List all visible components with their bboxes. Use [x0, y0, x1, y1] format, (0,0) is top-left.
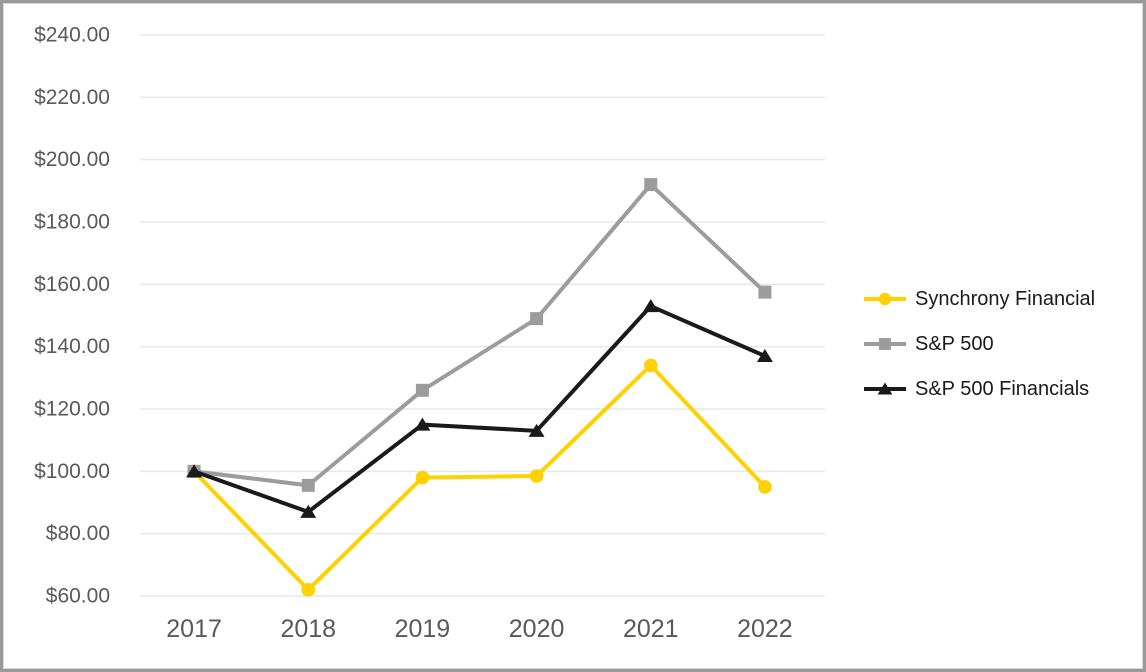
series-synchrony-financial — [187, 358, 772, 597]
series-s-p-500-financials — [186, 299, 773, 518]
series-line-synchrony-financial — [192, 363, 767, 592]
x-tick-label: 2019 — [395, 615, 451, 643]
triangle-marker-icon — [528, 423, 545, 437]
series-s-p-500 — [187, 178, 772, 492]
square-marker-icon — [301, 478, 315, 492]
legend-item-synchrony-financial: Synchrony Financial — [862, 288, 1095, 310]
series-line-s-p-500-financials — [192, 304, 767, 514]
x-tick-label: 2021 — [623, 615, 679, 643]
legend-marker-circle-icon — [864, 292, 906, 306]
y-tick-label: $60.00 — [46, 585, 110, 608]
y-tick-label: $80.00 — [46, 522, 110, 545]
triangle-marker-icon — [300, 504, 317, 518]
y-tick-label: $200.00 — [34, 148, 110, 171]
y-tick-label: $160.00 — [34, 273, 110, 296]
performance-line-chart: $60.00 $80.00 $100.00 $120.00 $140.00 $160.00… — [34, 24, 825, 643]
triangle-marker-icon — [877, 382, 893, 395]
circle-marker-icon — [643, 358, 658, 373]
circle-marker-icon — [301, 582, 316, 597]
y-tick-label: $120.00 — [34, 398, 110, 421]
triangle-marker-icon — [642, 299, 659, 313]
legend-marker-triangle-icon — [864, 382, 906, 395]
square-marker-icon — [758, 285, 772, 299]
legend-item-sp500: S&P 500 — [862, 333, 1095, 355]
x-tick-label: 2020 — [509, 615, 565, 643]
triangle-marker-icon — [414, 417, 431, 431]
y-tick-label: $140.00 — [34, 335, 110, 358]
y-tick-label: $100.00 — [34, 460, 110, 483]
legend-marker-square-icon — [864, 338, 906, 350]
y-tick-label: $180.00 — [34, 211, 110, 234]
x-tick-label: 2017 — [166, 615, 222, 643]
circle-marker-icon — [878, 292, 892, 306]
circle-marker-icon — [529, 469, 544, 483]
triangle-marker-icon — [186, 464, 203, 478]
circle-marker-icon — [415, 470, 430, 485]
square-marker-icon — [415, 383, 429, 397]
square-marker-icon — [644, 178, 658, 192]
legend-label: Synchrony Financial — [915, 288, 1096, 310]
x-tick-label: 2018 — [280, 615, 336, 643]
y-tick-label: $220.00 — [34, 86, 110, 109]
legend: Synchrony Financial S&P 500 S&P 500 Fina… — [862, 288, 1095, 400]
square-marker-icon — [530, 312, 544, 326]
legend-label: S&P 500 — [915, 333, 994, 355]
series-line-s-p-500 — [192, 182, 767, 488]
legend-item-sp500-financials: S&P 500 Financials — [862, 378, 1095, 400]
square-marker-icon — [879, 338, 891, 350]
triangle-marker-icon — [756, 349, 773, 363]
legend-label: S&P 500 Financials — [915, 378, 1090, 400]
x-tick-label: 2022 — [737, 615, 793, 643]
y-tick-label: $240.00 — [34, 24, 110, 47]
circle-marker-icon — [758, 480, 772, 494]
